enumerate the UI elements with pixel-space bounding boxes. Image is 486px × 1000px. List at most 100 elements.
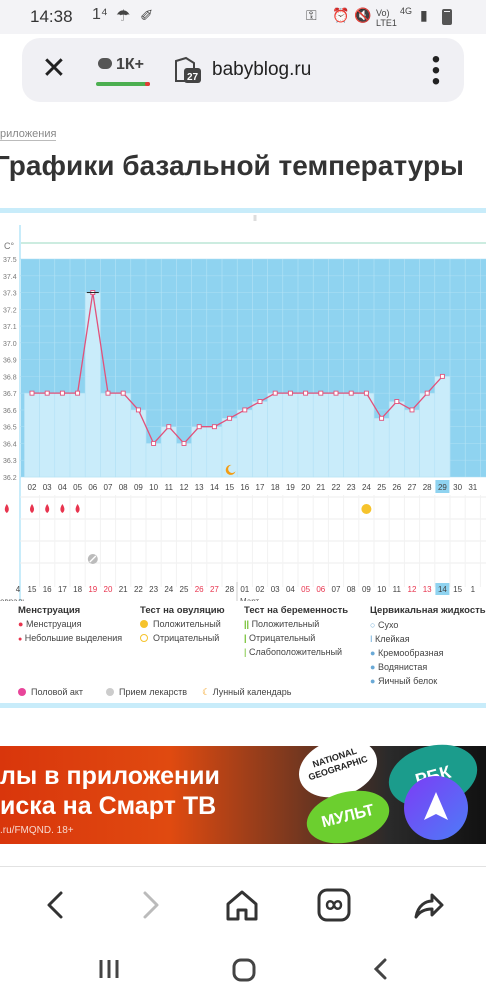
- temp-bar: [404, 409, 420, 478]
- heart-icon: [18, 688, 26, 696]
- x-day-label: 19: [286, 483, 295, 492]
- legend-item: Отрицательный: [249, 633, 316, 643]
- menstruation-drop: [45, 504, 50, 513]
- legend-item: Клейкая: [375, 634, 410, 644]
- y-tick-label: 36.9: [3, 358, 17, 365]
- temp-bar: [100, 392, 116, 478]
- x-day-label: 25: [377, 483, 386, 492]
- volte-label: Vo) LTE1: [376, 8, 397, 28]
- x-day-label: 09: [134, 483, 143, 492]
- legend-item: Яичный белок: [377, 676, 438, 686]
- legend-pregnancy: Тест на беременность || Положительный | …: [244, 605, 348, 657]
- back-button-icon[interactable]: [368, 956, 394, 982]
- x-day-label: 21: [316, 483, 325, 492]
- comments-counter[interactable]: 1К+: [98, 56, 144, 74]
- temp-point: [196, 424, 202, 430]
- home-button-icon[interactable]: [230, 956, 258, 984]
- temp-bar: [358, 392, 375, 478]
- x-date-label: 26: [195, 585, 204, 594]
- recents-icon[interactable]: [96, 956, 122, 982]
- x-date-label: 25: [180, 585, 189, 594]
- x-day-label: 13: [195, 483, 204, 492]
- x-date-label: 01: [240, 585, 249, 594]
- banner-line3: .ru/FMQND. 18+: [0, 825, 74, 836]
- y-axis-label: C°: [4, 241, 14, 251]
- share-icon[interactable]: [408, 885, 448, 925]
- legend-item: Небольшие выделения: [24, 633, 123, 643]
- legend-ovulation-title: Тест на овуляцию: [140, 605, 225, 616]
- x-date-label: 18: [73, 585, 82, 594]
- ad-banner[interactable]: лы в приложении иска на Смарт ТВ .ru/FMQ…: [0, 729, 486, 852]
- menu-kebab-icon[interactable]: • • •: [431, 46, 441, 95]
- close-icon[interactable]: ✕: [41, 52, 67, 85]
- temp-point: [242, 407, 248, 413]
- legend-pregnancy-title: Тест на беременность: [244, 605, 349, 616]
- watery-icon: ●: [370, 662, 376, 672]
- breadcrumb[interactable]: риложения: [0, 128, 57, 141]
- temp-bar: [69, 392, 86, 478]
- temp-bar: [191, 426, 208, 478]
- leaf-icon: ✐: [140, 8, 154, 25]
- legend-item: Прием лекарств: [119, 687, 188, 697]
- temp-point: [409, 407, 415, 413]
- x-date-label: 04: [286, 585, 295, 594]
- x-date-label: 15: [28, 585, 37, 594]
- home-icon[interactable]: [222, 885, 262, 925]
- x-day-label: 29: [438, 483, 447, 492]
- x-date-label: 14: [438, 585, 447, 594]
- forward-icon[interactable]: [130, 885, 170, 925]
- url-host[interactable]: babyblog.ru: [212, 59, 312, 80]
- x-date-label: 09: [362, 585, 371, 594]
- temp-point: [363, 390, 369, 396]
- x-date-label: 12: [408, 585, 417, 594]
- network-label: 4G: [400, 6, 413, 16]
- back-icon[interactable]: [36, 885, 76, 925]
- x-day-label: 23: [347, 483, 356, 492]
- x-date-label: 22: [134, 585, 143, 594]
- x-date-label: 13: [423, 585, 432, 594]
- blood-drop-small-icon: ●: [18, 636, 23, 643]
- temp-bar: [328, 392, 344, 478]
- y-tick-label: 37.2: [3, 307, 17, 314]
- system-nav-bar: [0, 942, 486, 1000]
- temp-point: [105, 390, 111, 396]
- x-date-label: 11: [393, 585, 402, 594]
- tabs-icon[interactable]: 27: [172, 55, 202, 85]
- x-day-label: 05: [73, 483, 82, 492]
- ovulation-negative-icon: [140, 634, 148, 642]
- temp-bar: [206, 426, 223, 478]
- x-day-label: 12: [180, 483, 189, 492]
- tabs-infinity-icon[interactable]: [314, 885, 354, 925]
- pregnancy-negative-icon: |: [244, 633, 247, 643]
- x-date-label: 02: [256, 585, 265, 594]
- highlight-day-box: [435, 480, 450, 493]
- temp-bar: [160, 426, 177, 478]
- temp-point: [181, 441, 187, 446]
- temp-bar: [252, 401, 268, 478]
- menstruation-drop: [60, 504, 65, 513]
- menstruation-drop: [75, 504, 80, 513]
- moon-icon: ☾: [202, 687, 211, 697]
- sticky-icon: I: [370, 634, 373, 644]
- legend-item: Кремообразная: [377, 648, 444, 658]
- x-date-label: 10: [377, 585, 386, 594]
- x-date-label: 23: [149, 585, 158, 594]
- temp-point: [44, 390, 50, 396]
- temp-point: [439, 373, 445, 379]
- temp-point: [75, 390, 81, 396]
- temp-bar: [419, 392, 436, 478]
- pregnancy-positive-icon: ||: [244, 619, 250, 629]
- legend-item: Слабоположительный: [249, 647, 343, 657]
- snapchat-icon: ☂: [116, 8, 131, 25]
- browser-url-bar: ✕ 1К+ 27 babyblog.ru • • •: [22, 38, 464, 102]
- alarm-icon: ⏰: [332, 7, 350, 23]
- menstruation-drop: [30, 504, 34, 513]
- y-tick-label: 37.3: [3, 291, 17, 298]
- y-tick-label: 36.2: [3, 475, 17, 482]
- x-date-label: 19: [88, 585, 97, 594]
- temp-point: [227, 415, 233, 421]
- status-time: 14:38: [30, 7, 73, 26]
- temp-bar: [236, 409, 253, 478]
- browser-bottom-nav: [0, 866, 486, 942]
- temp-bar: [297, 392, 314, 478]
